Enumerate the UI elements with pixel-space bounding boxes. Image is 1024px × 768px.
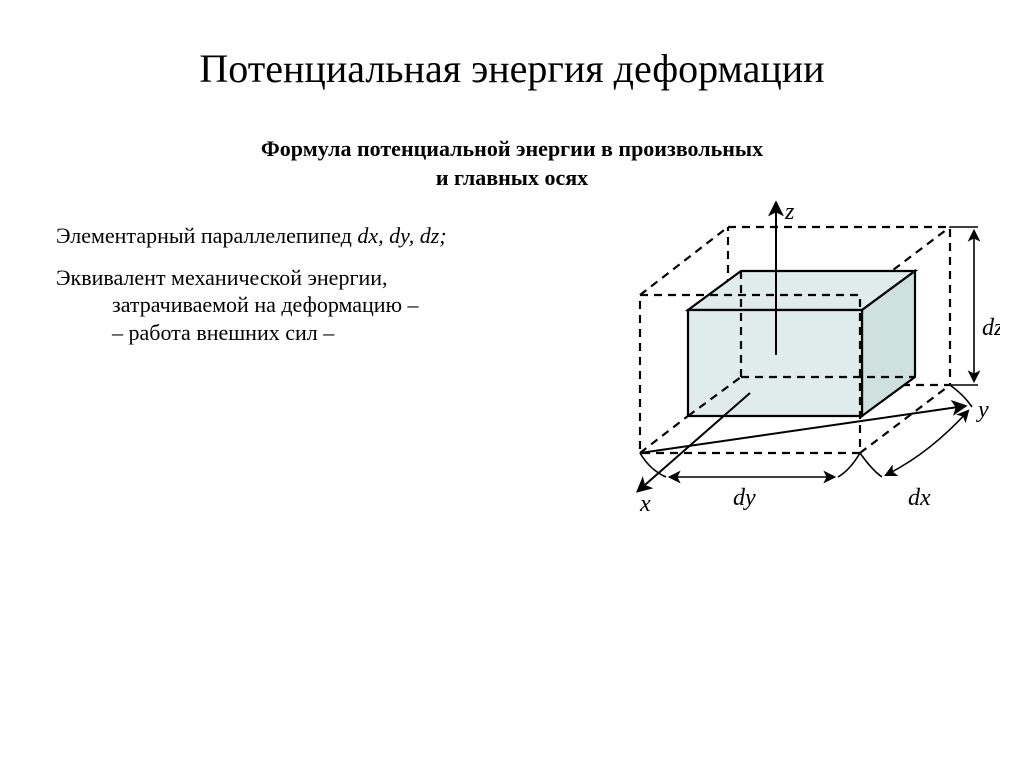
label-dz: dz [982, 315, 1000, 341]
dim-dy [640, 453, 860, 477]
slide-title: Потенциальная энергия деформации [0, 45, 1024, 92]
para2-line3: – работа внешних сил – [56, 319, 586, 347]
slide-subtitle: Формула потенциальной энергии в произвол… [0, 135, 1024, 192]
parallelepiped-diagram: z y x dy dx dz [600, 195, 1000, 525]
diagram-svg: z y x dy dx dz [600, 195, 1000, 525]
subtitle-line-2: и главных осях [436, 165, 588, 190]
label-y: y [976, 397, 989, 423]
paragraph-2: Эквивалент механической энергии, затрачи… [56, 264, 586, 347]
para2-line2: затрачиваемой на деформацию – [56, 291, 586, 319]
para1-text: Элементарный параллелепипед [56, 223, 357, 248]
inner-solid [688, 271, 915, 416]
label-z: z [784, 199, 795, 225]
para1-vars: dx, dy, dz; [357, 223, 446, 248]
label-dy: dy [733, 485, 756, 511]
subtitle-line-1: Формула потенциальной энергии в произвол… [261, 136, 763, 161]
label-x: x [639, 491, 651, 517]
label-dx: dx [908, 485, 931, 511]
paragraph-1: Элементарный параллелепипед dx, dy, dz; [56, 222, 586, 250]
body-text: Элементарный параллелепипед dx, dy, dz; … [56, 222, 586, 360]
dim-dz [950, 227, 978, 385]
para2-line1: Эквивалент механической энергии, [56, 265, 388, 290]
slide: Потенциальная энергия деформации Формула… [0, 0, 1024, 768]
